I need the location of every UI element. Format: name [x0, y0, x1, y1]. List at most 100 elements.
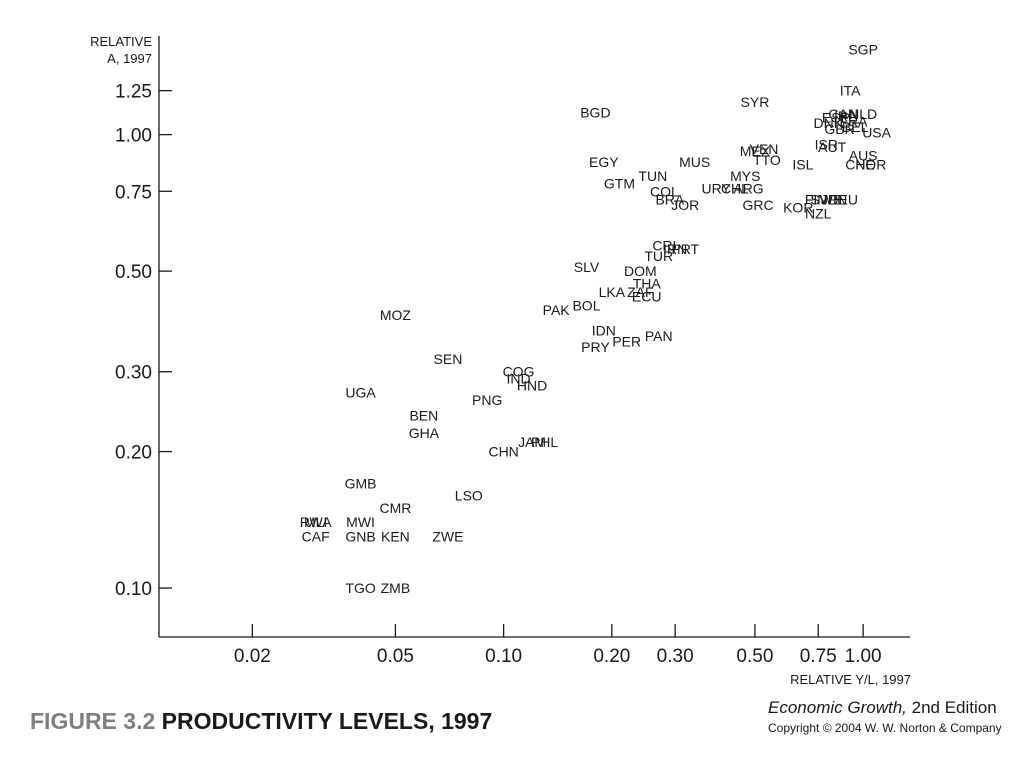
y-tick-label: 0.20	[115, 443, 152, 464]
country-label-isr: ISR	[815, 137, 838, 153]
country-label-nor: NOR	[855, 156, 886, 172]
country-label-tgo: TGO	[345, 580, 375, 596]
country-label-mex: MEX	[740, 143, 771, 159]
country-label-prt: PRT	[671, 241, 699, 257]
country-label-ita: ITA	[840, 83, 861, 99]
country-label-caf: CAF	[302, 528, 330, 544]
country-label-isl: ISL	[792, 156, 813, 172]
country-label-che: CHE	[845, 156, 875, 172]
country-label-sen: SEN	[434, 351, 463, 367]
y-axis-title-line2: A, 1997	[107, 51, 152, 66]
book-title: Economic Growth, 2nd Edition	[768, 698, 997, 718]
country-label-dom: DOM	[624, 263, 657, 279]
country-label-bgd: BGD	[580, 104, 610, 120]
x-axis-ticks: 0.02 0.05 0.10 0.20 0.30 0.50 0.75 1.00	[234, 624, 882, 667]
country-label-moz: MOZ	[380, 307, 412, 323]
y-axis-ticks: 0.10 0.20 0.30 0.50 0.75 1.00 1.25	[115, 82, 172, 600]
y-tick-label: 0.50	[115, 262, 152, 283]
country-label-esp: ESP	[822, 110, 850, 126]
x-tick-label: 0.50	[736, 646, 773, 667]
country-label-irn: IRN	[663, 241, 687, 257]
x-tick-label: 0.20	[593, 646, 630, 667]
country-label-cog: COG	[503, 364, 535, 380]
country-label-fra: FRA	[839, 113, 868, 129]
y-tick-label: 1.00	[115, 126, 152, 147]
country-label-zwe: ZWE	[432, 528, 463, 544]
country-label-chn: CHN	[488, 444, 518, 460]
country-label-phl: PHL	[531, 434, 558, 450]
country-label-dnk: DNK	[814, 115, 844, 131]
book-edition: 2nd Edition	[911, 698, 997, 717]
y-axis-title-line1: RELATIVE	[90, 34, 152, 49]
country-label-gbr: GBR	[824, 121, 854, 137]
country-label-pry: PRY	[581, 339, 610, 355]
country-label-rwa: RWA	[300, 514, 333, 530]
country-label-mus: MUS	[679, 154, 710, 170]
country-label-hnd: HND	[517, 377, 547, 393]
country-label-chl: CHL	[721, 181, 749, 197]
country-label-egy: EGY	[589, 154, 619, 170]
figure-number: FIGURE 3.2	[30, 708, 156, 734]
x-tick-label: 0.05	[377, 646, 414, 667]
country-label-usa: USA	[862, 125, 891, 141]
country-label-tto: TTO	[753, 152, 781, 168]
country-label-col: COL	[650, 183, 679, 199]
country-label-mys: MYS	[730, 168, 760, 184]
country-label-nzl: NZL	[805, 205, 832, 221]
country-label-swe: SWE	[810, 191, 842, 207]
country-label-lso: LSO	[455, 488, 483, 504]
country-label-pak: PAK	[543, 302, 571, 318]
country-label-can: CAN	[828, 106, 858, 122]
country-label-bra: BRA	[655, 191, 684, 207]
country-label-lka: LKA	[599, 284, 626, 300]
country-label-tur: TUR	[644, 248, 673, 264]
country-label-ind: IND	[506, 370, 530, 386]
y-tick-label: 1.25	[115, 82, 152, 103]
x-tick-label: 0.30	[657, 646, 694, 667]
country-label-mli: MLI	[304, 514, 327, 530]
country-label-gnb: GNB	[345, 528, 375, 544]
country-label-aut: AUT	[818, 139, 846, 155]
country-label-slv: SLV	[574, 259, 600, 275]
country-label-gmb: GMB	[345, 476, 377, 492]
country-label-uga: UGA	[345, 384, 376, 400]
country-label-ven: VEN	[750, 141, 779, 157]
country-label-cri: CRI	[652, 237, 676, 253]
country-label-nld: NLD	[849, 106, 877, 122]
country-label-pan: PAN	[645, 328, 673, 344]
country-label-bol: BOL	[572, 297, 600, 313]
country-label-ben: BEN	[409, 408, 438, 424]
country-label-sgp: SGP	[848, 42, 878, 58]
country-label-syr: SYR	[741, 94, 770, 110]
x-tick-label: 0.10	[485, 646, 522, 667]
country-label-zmb: ZMB	[381, 580, 411, 596]
country-label-tun: TUN	[638, 168, 667, 184]
country-label-cmr: CMR	[379, 500, 411, 516]
x-axis-title: RELATIVE Y/L, 1997	[790, 672, 911, 687]
figure-title: FIGURE 3.2 PRODUCTIVITY LEVELS, 1997	[30, 708, 492, 735]
country-label-zaf: ZAF	[627, 284, 653, 300]
country-label-aus: AUS	[849, 147, 878, 163]
country-label-gha: GHA	[409, 425, 440, 441]
country-label-tha: THA	[633, 275, 662, 291]
x-tick-label: 0.75	[800, 646, 837, 667]
country-label-grc: GRC	[742, 197, 773, 213]
y-tick-label: 0.75	[115, 182, 152, 203]
country-label-ecu: ECU	[632, 288, 662, 304]
country-label-fin: FIN	[805, 191, 828, 207]
country-label-jpn: JPN	[821, 191, 847, 207]
country-label-kor: KOR	[783, 200, 813, 216]
country-label-ury: URY	[701, 181, 731, 197]
y-tick-label: 0.10	[115, 579, 152, 600]
figure-name: PRODUCTIVITY LEVELS, 1997	[161, 708, 493, 734]
x-tick-label: 1.00	[845, 646, 882, 667]
country-label-png: PNG	[472, 392, 502, 408]
country-label-irl: IRL	[834, 108, 856, 124]
x-tick-label: 0.02	[234, 646, 271, 667]
country-label-per: PER	[612, 333, 641, 349]
book-title-italic: Economic Growth,	[768, 698, 907, 717]
country-label-jor: JOR	[671, 197, 699, 213]
country-label-deu: DEU	[828, 191, 858, 207]
